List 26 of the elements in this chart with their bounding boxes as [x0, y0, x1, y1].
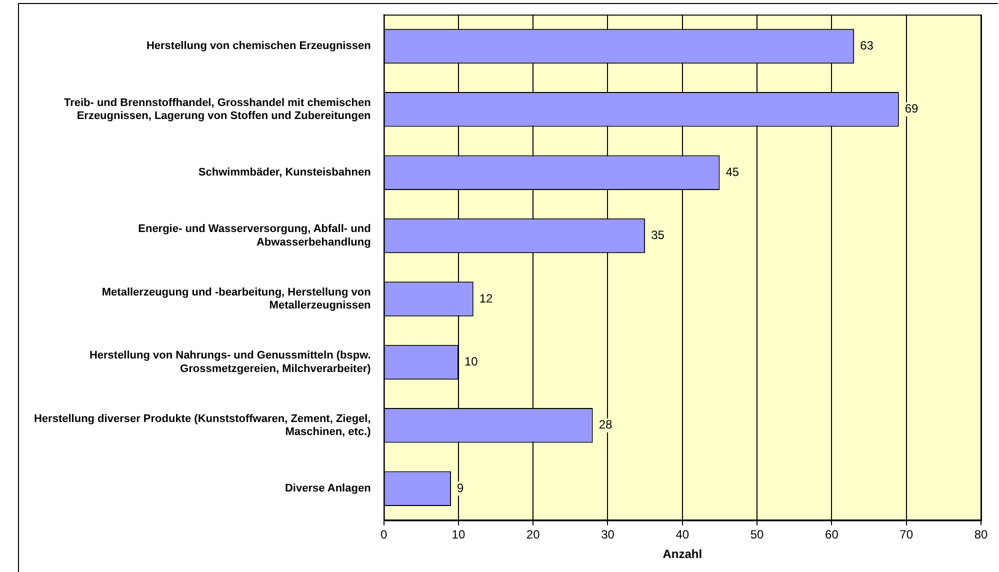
- y-tick-label: Herstellung diverser Produkte (Kunststoffwaren, Zement, Ziegel, Maschinen, etc.): [34, 412, 372, 438]
- x-tick-label: 60: [825, 528, 839, 542]
- y-tick-label: Herstellung von chemischen Erzeugnissen: [146, 40, 372, 52]
- data-label: 12: [479, 291, 494, 306]
- y-tick-label: Energie- und Wasserversorgung, Abfall- und Abwasserbehandlung: [138, 223, 371, 248]
- x-tick-label: 20: [526, 528, 540, 542]
- x-tick-label: 50: [750, 528, 764, 542]
- data-label: 35: [651, 228, 665, 242]
- y-tick-label: Treib- und Brennstoffhandel, Grosshandel mit chemischen Erzeugnissen, Lagerung von Stoffen und Zubereitungen: [64, 96, 372, 122]
- x-axis-title: Anzahl: [662, 547, 702, 562]
- data-label: 63: [860, 38, 874, 53]
- y-tick-label: Schwimmbäder, Kunsteisbahnen: [198, 166, 372, 179]
- x-tick-label: 70: [900, 528, 914, 542]
- data-label: 28: [598, 418, 612, 432]
- x-tick-label: 40: [676, 528, 690, 542]
- data-label: 45: [726, 164, 740, 179]
- y-tick-label: Diverse Anlagen: [284, 482, 372, 495]
- x-tick-label: 80: [974, 528, 988, 542]
- data-label: 9: [456, 480, 464, 495]
- x-tick-label: 30: [601, 528, 615, 542]
- y-tick-label: Herstellung von Nahrungs- und Genussmitteln (bspw. Grossmetzgereien, Milchverarbeiter): [89, 350, 372, 375]
- x-tick-label: 10: [452, 528, 466, 542]
- data-label: 10: [464, 354, 478, 369]
- y-tick-label: Metallerzeugung und -bearbeitung, Herstellung von Metallerzeugnissen: [102, 286, 372, 312]
- x-tick-label: 0: [380, 528, 388, 542]
- data-label: 69: [904, 102, 919, 116]
